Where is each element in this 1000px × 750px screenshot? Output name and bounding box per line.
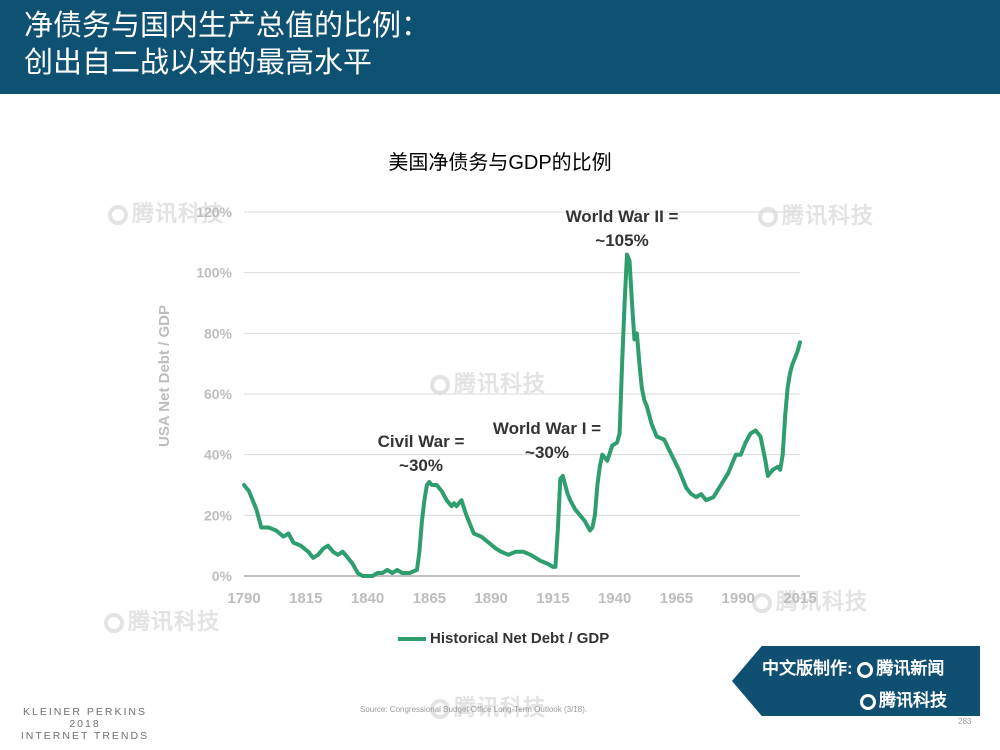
tencent-tech-logo-icon	[860, 693, 876, 710]
y-tick-label: 0%	[212, 568, 233, 584]
badge-brand-2: 腾讯科技	[879, 691, 947, 710]
legend-swatch	[398, 637, 426, 642]
legend-label: Historical Net Debt / GDP	[430, 630, 610, 647]
series-lines	[242, 252, 802, 578]
y-tick-label: 20%	[204, 507, 233, 523]
x-tick-label: 2015	[783, 590, 816, 607]
kleiner-perkins-logo: KLEINER PERKINS 2018 INTERNET TRENDS	[20, 706, 150, 742]
y-tick-label: 100%	[196, 265, 232, 281]
annotation-label: World War I =	[493, 419, 601, 438]
x-tick-label: 1915	[536, 590, 569, 607]
watermark: 腾讯科技	[752, 584, 868, 616]
y-tick-label: 60%	[204, 386, 233, 402]
x-tick-label: 1790	[227, 590, 260, 607]
x-tick-label: 1940	[598, 590, 631, 607]
x-tick-label: 1840	[351, 590, 384, 607]
badge-label: 中文版制作:	[762, 659, 853, 678]
annotation-label: Civil War =	[378, 432, 465, 451]
tencent-news-logo-icon	[857, 661, 874, 678]
badge-row-2: 腾讯科技	[860, 686, 947, 711]
watermark-logo-icon	[108, 205, 128, 226]
watermark: 腾讯科技	[430, 690, 546, 722]
annotations: Civil War = ~30% World War I = ~30% World Wa…	[378, 207, 679, 475]
annotation-value: ~105%	[595, 231, 648, 250]
watermark-logo-icon	[430, 699, 450, 720]
y-tick-labels: 0% 20% 40% 60% 80% 100% 120%	[196, 204, 232, 584]
watermark: 腾讯科技	[104, 604, 220, 636]
watermark: 腾讯科技	[430, 366, 546, 398]
slide-title-line-2: 创出自二战以来的最高水平	[24, 47, 373, 79]
x-tick-label: 1965	[660, 590, 693, 607]
annotation-value: ~30%	[399, 456, 443, 475]
chart-title: 美国净债务与GDP的比例	[388, 152, 612, 174]
series-line	[242, 252, 802, 578]
x-tick-labels: 1790 1815 1840 1865 1890 1915 1940 1965 1990 2015	[227, 590, 816, 607]
x-tick-label: 1890	[474, 590, 507, 607]
source-note: Source: Congressional Budget Office Long…	[360, 705, 588, 714]
watermark: 腾讯科技	[758, 198, 874, 230]
x-tick-label: 1990	[722, 590, 755, 607]
y-tick-label: 40%	[204, 447, 233, 463]
y-tick-label: 120%	[196, 204, 232, 220]
page-number: 283	[958, 717, 972, 726]
x-tick-label: 1865	[413, 590, 446, 607]
watermark-logo-icon	[752, 593, 772, 614]
watermark-logo-icon	[430, 375, 450, 396]
watermark: 腾讯科技	[108, 196, 224, 228]
chart-legend: Historical Net Debt / GDP	[398, 630, 609, 647]
watermark-logo-icon	[758, 207, 778, 228]
annotation-value: ~30%	[525, 443, 569, 462]
badge-brand-1: 腾讯新闻	[876, 659, 945, 678]
slide-title-line-1: 净债务与国内生产总值的比例：	[24, 10, 431, 42]
watermark-logo-icon	[104, 613, 124, 634]
chart-gridlines	[244, 211, 800, 577]
y-tick-label: 80%	[204, 325, 233, 341]
badge-row-1: 中文版制作: 腾讯新闻	[762, 654, 944, 679]
slide-header: 净债务与国内生产总值的比例： 创出自二战以来的最高水平	[0, 0, 1000, 94]
chinese-edition-badge: 中文版制作: 腾讯新闻 腾讯科技	[732, 646, 980, 716]
x-tick-label: 1815	[289, 590, 322, 607]
y-axis-label: USA Net Debt / GDP	[156, 305, 173, 447]
annotation-label: World War II =	[566, 207, 679, 226]
